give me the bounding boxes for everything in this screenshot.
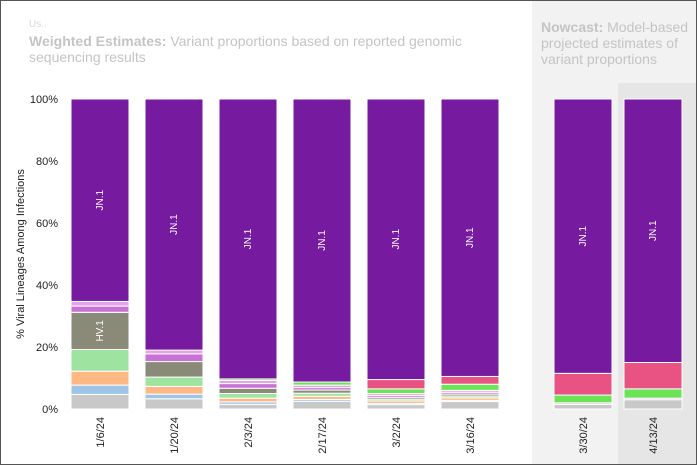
y-axis-title: % Viral Lineages Among Infections [15,169,27,339]
bar-segment [553,403,613,410]
segment-label: JN.1 [578,225,589,246]
x-tick-label: 3/30/24 [578,417,590,454]
weighted-estimates-title-bold: Weighted Estimates: [29,33,167,49]
x-tick-label: 3/16/24 [465,417,477,454]
y-tick-label: 20% [36,342,58,354]
bar-segment [218,403,278,410]
bar-segment [70,384,130,395]
nowcast-title-bold: Nowcast: [541,19,604,35]
weighted-estimates-title-text: Variant proportions based on reported ge… [29,33,462,65]
bar-segment [440,375,500,385]
y-tick-label: 100% [30,94,58,106]
x-tick-label: 1/20/24 [169,417,181,454]
truncated-header: Us.. [29,19,47,30]
x-tick-label: 2/17/24 [317,417,329,454]
y-tick-label: 40% [36,280,58,292]
bar-segment [144,398,204,410]
bar-segment [70,370,130,386]
segment-label: JN.1 [95,189,106,210]
bar-segment [292,400,352,410]
bar-segment [218,387,278,395]
bar-segment [218,397,278,403]
bar-segment [144,353,204,363]
y-tick-label: 60% [36,218,58,230]
x-tick-label: 1/6/24 [95,417,107,448]
bar-segment [366,404,426,410]
bar-segment [440,98,500,377]
segment-label: JN.1 [391,229,402,250]
bar-segment [70,300,130,307]
bar-segment [218,98,278,380]
segment-label: JN.1 [317,230,328,251]
bar-segment [553,98,613,374]
bar-segment [218,383,278,389]
segment-label: JN.1 [465,227,476,248]
bar-segment [144,376,204,387]
weighted-estimates-title: Weighted Estimates: Variant proportions … [29,33,489,65]
bar-segment [440,383,500,391]
bar-segment [623,399,683,410]
bar-segment [144,385,204,395]
y-tick-label: 80% [36,156,58,168]
segment-label: JN.1 [169,214,180,235]
bar-segment [553,394,613,404]
bar-segment [623,362,683,390]
segment-label: JN.1 [648,220,659,241]
bar-segment [366,98,426,381]
bar-segment [623,98,683,363]
bar-segment [292,98,352,383]
bar-segment [70,305,130,313]
bar-segment [144,349,204,355]
bar-segment [218,393,278,399]
segment-label: JN.1 [243,228,254,249]
y-tick-label: 0% [42,404,58,416]
bar-segment [440,401,500,410]
x-tick-label: 2/3/24 [243,417,255,448]
segment-label: HV.1 [95,320,106,342]
bar-segment [144,393,204,400]
bar-segment [366,388,426,395]
bar-segment [144,98,204,351]
bar-segment [70,348,130,372]
bar-segment [144,361,204,378]
bar-segment [70,393,130,410]
bar-segment [553,372,613,396]
bar-segment [366,379,426,390]
x-tick-label: 3/2/24 [391,417,403,448]
x-tick-label: 4/13/24 [648,417,660,454]
nowcast-title: Nowcast: Model-based projected estimates… [541,19,691,67]
nowcast-title-text: Model-based projected estimates of varia… [541,19,689,67]
bar-segment [623,388,683,399]
bar-segment [70,98,130,302]
